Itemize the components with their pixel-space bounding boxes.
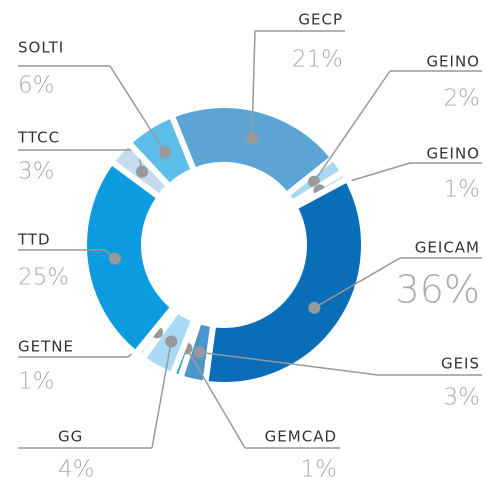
donut-segment [167,102,338,200]
segment-percent: 3% [444,385,481,411]
segment-name: GETNE [18,338,74,356]
leader-line [109,65,166,153]
segment-percent: 25% [18,265,69,291]
donut-segment [81,157,178,358]
leader-line [313,257,401,309]
leader-dot [108,252,121,265]
segment-name: GG [58,428,83,446]
leader-dot [165,335,178,348]
segment-percent: 1% [444,177,481,203]
segment-name: GECP [298,11,343,29]
leader-dot [308,301,321,314]
leader-line [151,341,172,449]
segment-name: GEIS [441,355,480,373]
leader-dot [158,146,171,159]
segment-name: TTD [17,231,51,249]
segment-percent: 1% [301,457,338,483]
segment-name: GEINO [426,53,480,71]
segment-name: SOLTI [18,39,64,57]
segment-name: GEINO [426,145,480,163]
segment-percent: 3% [18,159,55,185]
segment-percent: 1% [18,369,55,395]
segment-percent: 4% [58,457,95,483]
leader-dot [245,132,258,145]
donut-segment [201,174,367,388]
leader-dot [193,346,206,359]
leader-dot [135,165,148,178]
leader-line [313,70,391,183]
segment-percent: 21% [292,47,343,73]
leader-line [251,30,256,139]
segment-percent: 6% [18,73,55,99]
segment-name: GEMCAD [265,428,337,446]
segment-percent: 2% [444,86,481,112]
segment-percent: 36% [396,268,480,312]
leader-line [199,351,379,376]
segment-name: TTCC [17,129,60,147]
segment-name: GEICAM [415,239,480,257]
leader-line [185,348,246,449]
